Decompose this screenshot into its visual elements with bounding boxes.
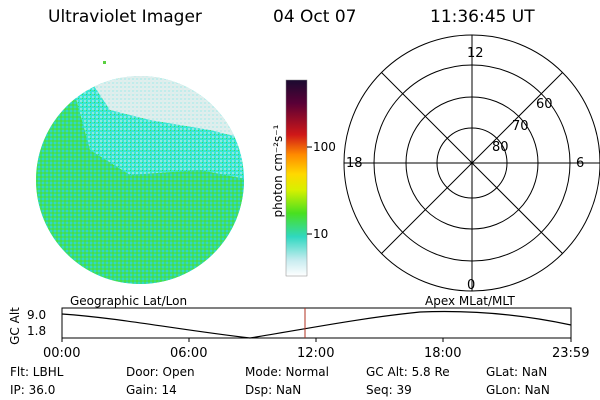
altitude-curve — [61, 310, 572, 339]
status-seq: Seq: 39 — [366, 383, 412, 397]
time-label: 11:36:45 UT — [430, 7, 535, 27]
stray-pixel — [103, 61, 106, 64]
timeline-y-label-min: 1.8 — [27, 324, 47, 338]
lat-label-60: 60 — [536, 97, 553, 112]
timeline-right-title: Apex MLat/MLT — [425, 294, 515, 308]
x-label-0600: 06:00 — [170, 346, 208, 361]
colorbar-gradient — [285, 79, 308, 277]
polar-diagonal-2 — [381, 72, 563, 254]
lat-label-70: 70 — [512, 119, 529, 134]
status-gain: Gain: 14 — [126, 383, 177, 397]
colorbar-label-10: 10 — [313, 227, 329, 241]
timeline-y-label-max: 9.0 — [27, 308, 47, 322]
mlt-label-6: 6 — [576, 156, 585, 171]
x-label-2359: 23:59 — [552, 346, 590, 361]
mlt-label-18: 18 — [346, 156, 363, 171]
x-label-1200: 12:00 — [297, 346, 335, 361]
timeline-left-title: Geographic Lat/Lon — [70, 294, 188, 308]
status-dsp: Dsp: NaN — [245, 383, 302, 397]
mlt-label-12: 12 — [467, 46, 484, 61]
instrument-title: Ultraviolet Imager — [48, 7, 202, 27]
status-mode: Mode: Normal — [245, 365, 329, 379]
status-flt: Flt: LBHL — [10, 365, 64, 379]
date-label: 04 Oct 07 — [273, 7, 357, 27]
status-ip: IP: 36.0 — [10, 383, 56, 397]
mlt-label-0: 0 — [467, 278, 476, 293]
x-label-0000: 00:00 — [43, 346, 81, 361]
status-door: Door: Open — [126, 365, 195, 379]
status-gcalt: GC Alt: 5.8 Re — [366, 365, 450, 379]
colorbar-label-100: 100 — [313, 140, 336, 154]
status-glat: GLat: NaN — [486, 365, 548, 379]
x-label-1800: 18:00 — [424, 346, 462, 361]
status-glon: GLon: NaN — [486, 383, 550, 397]
lat-label-80: 80 — [492, 140, 509, 155]
